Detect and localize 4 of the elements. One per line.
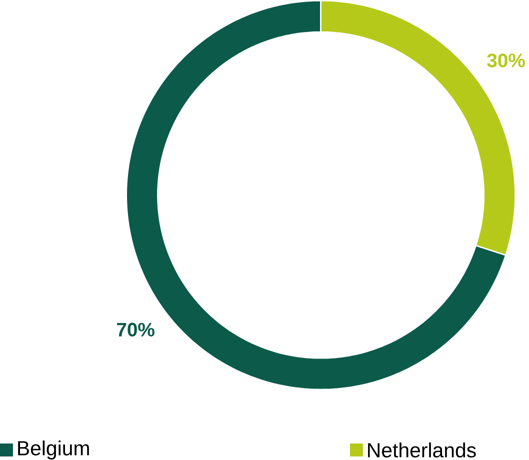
data-label: 30% bbox=[487, 54, 525, 68]
data-label: 70% bbox=[117, 323, 154, 337]
legend-label: Belgium bbox=[18, 440, 89, 460]
legend-label: Netherlands bbox=[368, 442, 476, 458]
